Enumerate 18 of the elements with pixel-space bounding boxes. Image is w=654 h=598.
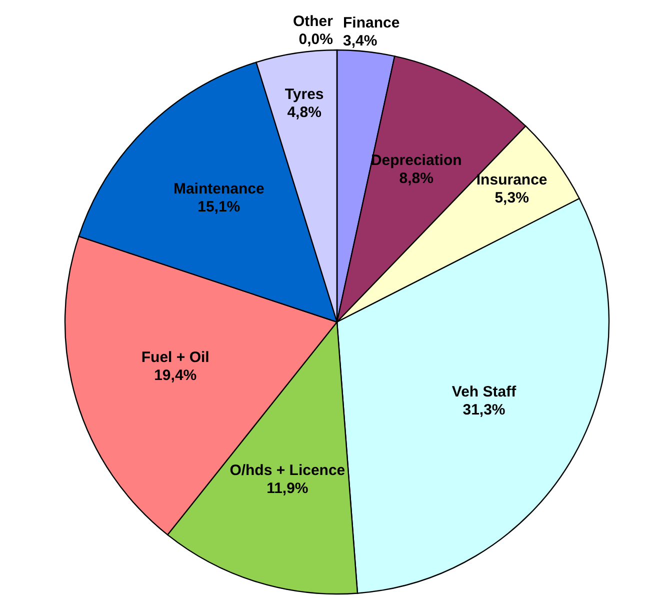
data-label: 3,4% [343, 32, 378, 50]
data-label: 8,8% [399, 170, 434, 188]
slice-label: Maintenance [173, 180, 264, 198]
data-label: 4,8% [287, 104, 322, 121]
data-label: 11,9% [266, 480, 308, 498]
data-label: 31,3% [462, 402, 506, 419]
slice-label: Insurance [476, 171, 548, 188]
slice-label: Veh Staff [452, 384, 518, 401]
slice-label: Finance [343, 14, 400, 32]
slice-label: O/hds + Licence [230, 462, 346, 480]
slice-label: Tyres [284, 86, 324, 103]
slice-label: Depreciation [370, 152, 462, 170]
data-label: 19,4% [154, 367, 197, 384]
data-label: 15,1% [198, 198, 240, 216]
category-label: Other [292, 13, 333, 30]
text: 0,0% [298, 31, 333, 48]
data-label: 5,3% [494, 189, 529, 206]
slice-label: Fuel + Oil [141, 349, 210, 366]
